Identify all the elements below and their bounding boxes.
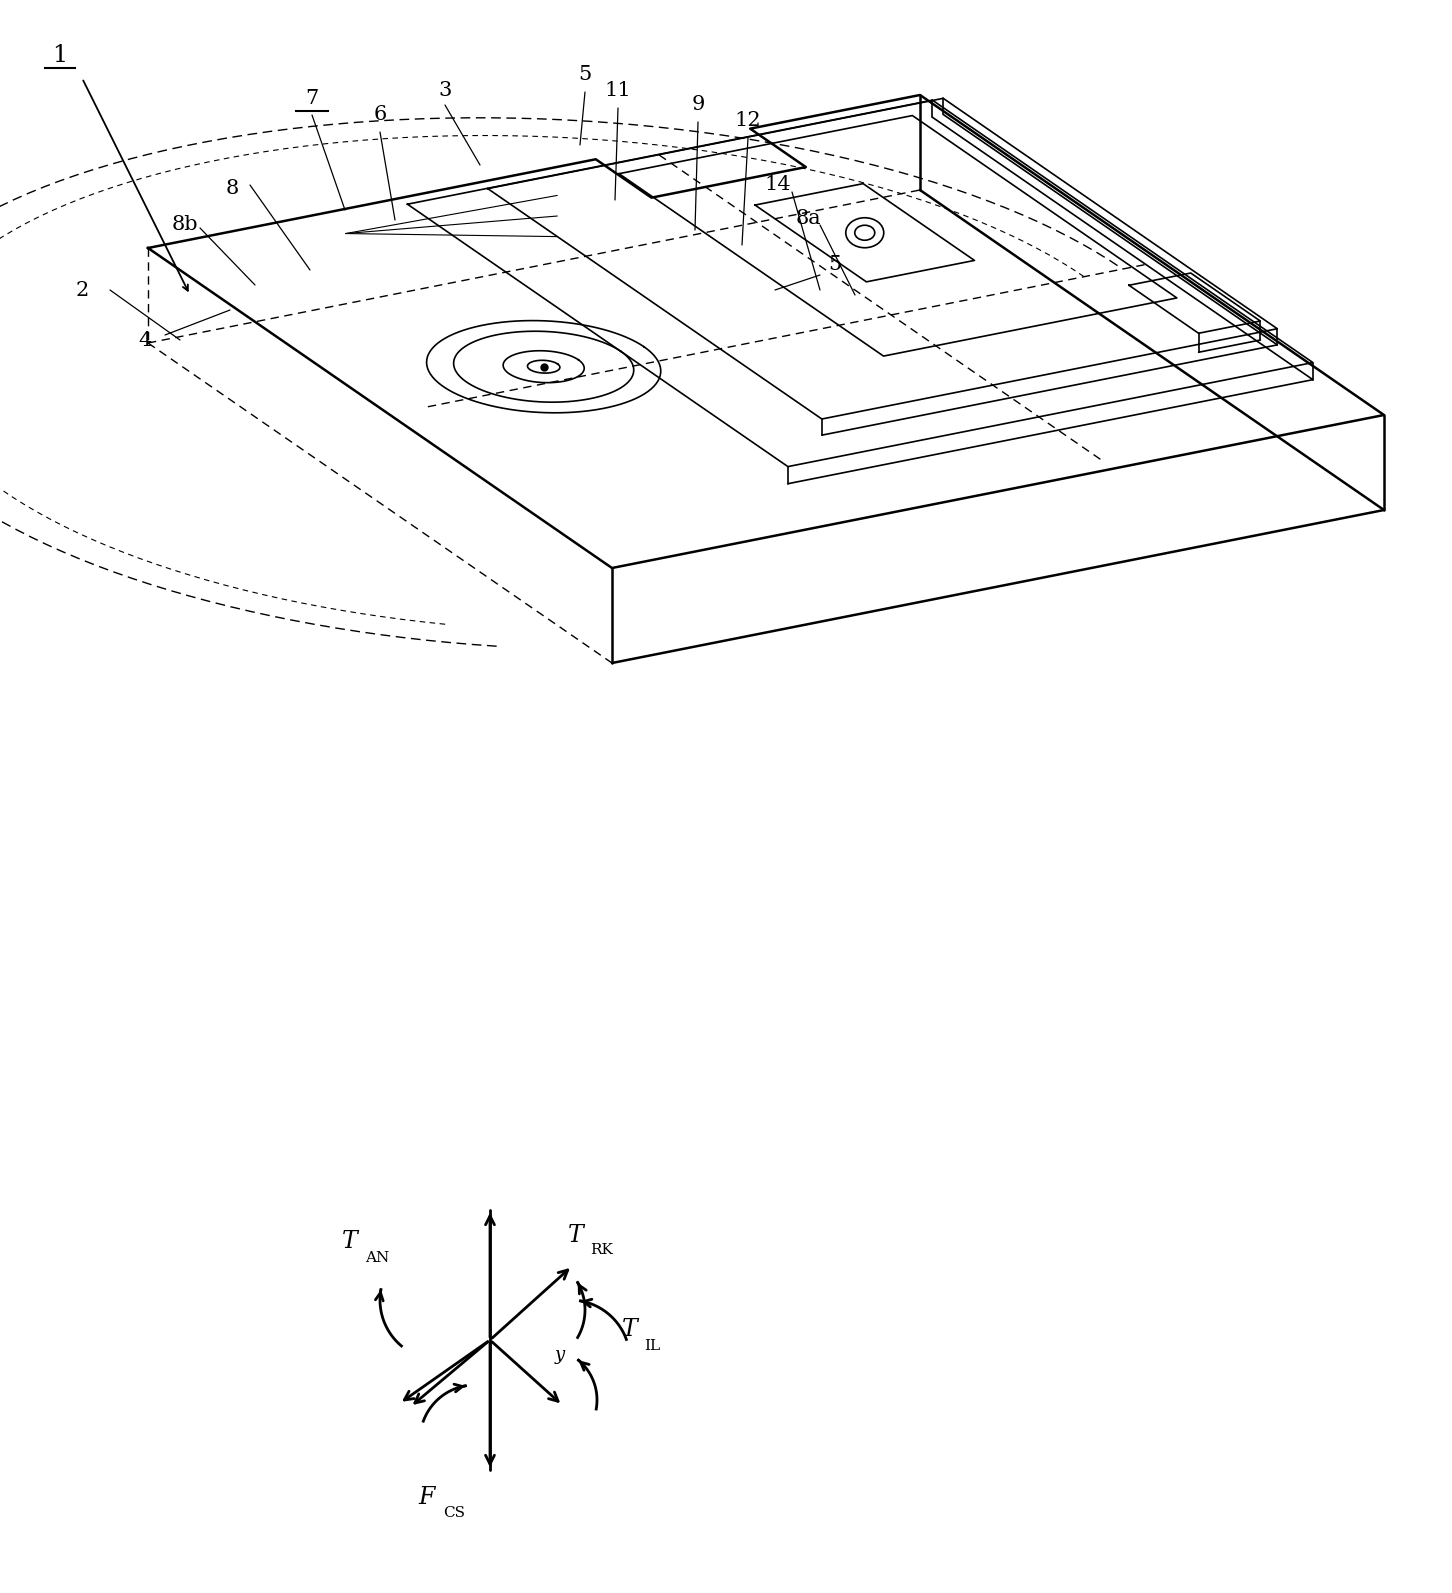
- Text: 5: 5: [829, 255, 842, 274]
- Text: F: F: [418, 1486, 434, 1510]
- Text: 1: 1: [52, 43, 68, 67]
- Text: 6: 6: [373, 105, 386, 124]
- Text: T: T: [621, 1319, 637, 1341]
- Text: 4: 4: [138, 330, 151, 349]
- Text: 2: 2: [76, 280, 89, 299]
- Text: CS: CS: [443, 1505, 465, 1520]
- Text: AN: AN: [364, 1251, 389, 1265]
- Text: 7: 7: [305, 89, 318, 107]
- Text: T: T: [568, 1223, 584, 1246]
- Text: 9: 9: [691, 96, 704, 115]
- Text: 8: 8: [225, 178, 238, 198]
- Text: y: y: [555, 1346, 565, 1364]
- Text: RK: RK: [590, 1243, 613, 1257]
- Text: 14: 14: [765, 175, 791, 194]
- Text: 8a: 8a: [796, 209, 820, 228]
- Text: 12: 12: [735, 110, 761, 129]
- Text: 8b: 8b: [171, 215, 199, 234]
- Text: 3: 3: [439, 81, 452, 99]
- Text: T: T: [343, 1230, 357, 1254]
- Text: 11: 11: [604, 81, 632, 99]
- Text: IL: IL: [645, 1340, 661, 1352]
- Text: 5: 5: [578, 65, 591, 84]
